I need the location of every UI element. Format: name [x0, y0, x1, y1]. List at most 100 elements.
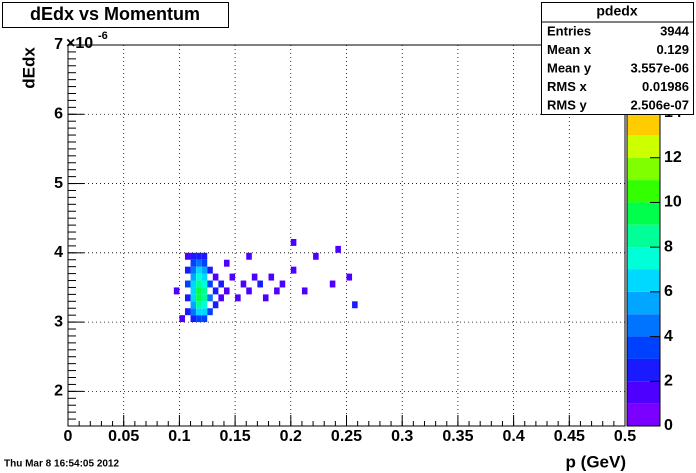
y-exponent-power: -6	[98, 30, 108, 42]
x-tick-label: 0.4	[502, 428, 524, 445]
heatmap-cell	[184, 280, 191, 288]
heatmap-cell	[218, 280, 224, 288]
heatmap-cell	[257, 280, 263, 288]
heatmap-cell	[196, 294, 202, 302]
z-tick-label: 2	[664, 373, 673, 390]
color-bar-segment	[627, 247, 660, 270]
x-axis-label: p (GeV)	[566, 452, 626, 471]
heatmap-cell	[346, 273, 353, 281]
heatmap-cell	[190, 294, 197, 302]
heatmap-cell	[212, 301, 219, 309]
heatmap-cell	[229, 273, 236, 281]
color-bar-segment	[627, 202, 660, 225]
z-tick-label: 8	[664, 238, 673, 255]
heatmap-cell	[190, 315, 197, 323]
x-tick-label: 0.45	[554, 428, 585, 445]
heatmap-cell	[251, 273, 258, 281]
heatmap-cell	[196, 252, 202, 260]
stats-title: pdedx	[596, 3, 637, 19]
stats-label: Mean x	[547, 42, 592, 57]
heatmap-cell	[190, 273, 197, 281]
heatmap-cell	[196, 266, 202, 274]
x-tick-label: 0.2	[280, 428, 302, 445]
color-bar-segment	[627, 314, 660, 337]
heatmap-cell	[301, 287, 308, 295]
heatmap-cell	[235, 294, 241, 302]
z-tick-label: 6	[664, 283, 673, 300]
chart-title: dEdx vs Momentum	[30, 4, 200, 24]
heatmap-cell	[223, 287, 230, 295]
color-bar-segment	[627, 403, 660, 426]
stats-label: Entries	[547, 23, 591, 38]
color-bar-segment	[627, 358, 660, 382]
heatmap-cell	[201, 315, 208, 323]
heatmap-cell	[352, 301, 358, 309]
heatmap-cell	[212, 287, 219, 295]
color-bar-segment	[627, 269, 660, 292]
heatmap-cell	[184, 266, 191, 274]
color-bar-segment	[627, 180, 660, 203]
heatmap-cell	[207, 308, 213, 316]
x-tick-label: 0.35	[442, 428, 473, 445]
heatmap-cell	[196, 308, 202, 316]
stats-value: 0.01986	[642, 79, 689, 94]
y-tick-label: 3	[54, 313, 63, 330]
heatmap-cell	[212, 273, 219, 281]
y-exponent-base: ×10	[66, 35, 93, 52]
heatmap-cell	[196, 259, 202, 267]
stats-value: 2.506e-07	[630, 97, 689, 112]
z-tick-label: 12	[664, 149, 682, 166]
x-tick-label: 0.3	[391, 428, 413, 445]
x-tick-label: 0.5	[614, 428, 636, 445]
heatmap-cell	[246, 287, 252, 295]
heatmap-cell	[201, 294, 208, 302]
z-tick-label: 10	[664, 194, 682, 211]
heatmap-cell	[201, 252, 208, 260]
stats-value: 0.129	[656, 42, 689, 57]
heatmap-cell	[335, 245, 341, 253]
color-bar-segment	[627, 113, 660, 136]
stats-value: 3944	[660, 23, 690, 38]
heatmap-cell	[207, 280, 213, 288]
heatmap-cell	[201, 280, 208, 288]
heatmap-cell	[218, 294, 224, 302]
heatmap-cell	[196, 315, 202, 323]
heatmap-cell	[268, 273, 275, 281]
heatmap-cell	[240, 280, 247, 288]
heatmap-cell	[246, 252, 252, 260]
heatmap-cell	[190, 280, 197, 288]
heatmap-cell	[223, 259, 230, 267]
heatmap-cell	[207, 294, 213, 302]
heatmap-cell	[201, 287, 208, 295]
x-tick-label: 0.15	[220, 428, 251, 445]
heatmap-cell	[329, 280, 336, 288]
footer-date: Thu Mar 8 16:54:05 2012	[4, 459, 119, 470]
x-tick-label: 0	[64, 428, 73, 445]
heatmap-cell	[173, 287, 180, 295]
heatmap-cell	[313, 252, 319, 260]
heatmap-cell	[201, 259, 208, 267]
heatmap-cell	[207, 266, 213, 274]
heatmap-cell	[290, 238, 297, 246]
y-tick-label: 2	[54, 383, 63, 400]
title-box	[2, 2, 229, 28]
heatmap-cell	[190, 266, 197, 274]
heatmap-cell	[190, 301, 197, 309]
x-tick-label: 0.05	[108, 428, 139, 445]
color-bar-segment	[627, 336, 660, 359]
heatmap-cell	[179, 315, 185, 323]
y-tick-label: 6	[54, 105, 63, 122]
color-bar-segment	[627, 157, 660, 181]
heatmap-cell	[274, 287, 280, 295]
color-bar-segment	[627, 381, 660, 404]
heatmap-cell	[190, 287, 197, 295]
plot-frame	[67, 44, 626, 427]
stats-label: RMS y	[547, 97, 588, 112]
heatmap-cell	[184, 252, 191, 260]
heatmap-cell	[190, 252, 197, 260]
heatmap-cell	[201, 266, 208, 274]
stats-label: RMS x	[547, 79, 588, 94]
heatmap-cell	[196, 273, 202, 281]
y-tick-label: 7	[54, 36, 63, 53]
heatmap-cell	[262, 294, 269, 302]
